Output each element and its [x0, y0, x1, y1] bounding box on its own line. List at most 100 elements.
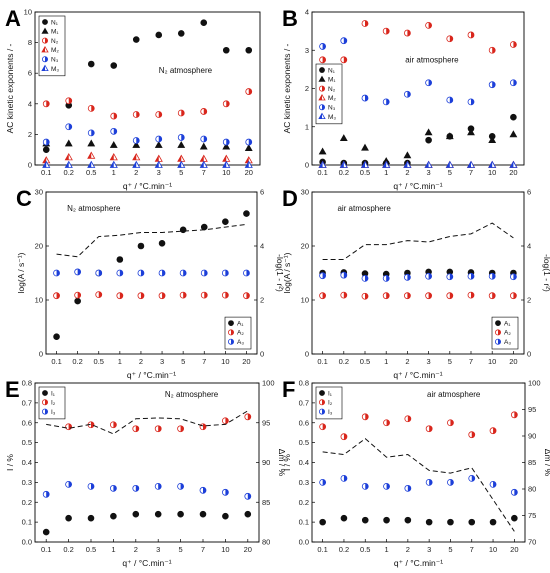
data-point-half [322, 292, 326, 299]
y-right-tick-label: 0 [527, 350, 531, 359]
data-point-half [245, 156, 249, 163]
atmosphere-annotation: N₂ atmosphere [67, 204, 121, 213]
data-point-half [248, 139, 252, 146]
data-point [109, 160, 118, 168]
data-point-half [42, 161, 47, 168]
data-point-half [56, 270, 60, 276]
data-point [340, 271, 348, 279]
data-point-half [429, 425, 433, 432]
data-point [445, 132, 454, 140]
data-point [339, 160, 348, 168]
data-point [510, 41, 517, 48]
x-tick-label: 2 [405, 357, 409, 366]
data-point-half [225, 270, 229, 276]
data-point [87, 104, 95, 112]
x-tick-label: 0.1 [41, 168, 51, 177]
data-point-half [68, 123, 72, 130]
data-point [467, 272, 475, 280]
data-point [424, 160, 433, 168]
y-axis-title: I / % [282, 454, 292, 471]
y-tick-label: 1 [305, 122, 309, 131]
data-point [132, 425, 140, 433]
data-point [222, 218, 229, 225]
data-point [42, 528, 50, 536]
data-point [466, 160, 476, 168]
x-tick-label: 3 [427, 545, 431, 554]
data-point-half [492, 81, 496, 88]
legend-marker-half [45, 399, 48, 405]
series-4 [318, 160, 518, 168]
panel-B: B 0.1 0.2 0.5 1 2 3 5 7 10 20 0 1 2 3 4 q⁺ / °C.min⁻¹ AC … [282, 6, 525, 191]
y-right-axis-title: -log(1 - r²) [542, 254, 550, 292]
data-point [244, 413, 252, 421]
x-tick-label: 10 [488, 357, 496, 366]
data-point [155, 135, 163, 143]
x-tick-label: 10 [222, 168, 230, 177]
data-point [243, 292, 250, 300]
data-point [154, 160, 163, 168]
data-point [245, 88, 253, 95]
data-point [403, 29, 411, 37]
data-point [222, 512, 229, 520]
data-point-half [428, 79, 432, 86]
data-point-half [407, 274, 411, 281]
data-point-half [343, 272, 347, 279]
legend-label: A₃ [504, 339, 511, 346]
data-point [424, 128, 433, 136]
data-point-half [91, 421, 94, 428]
data-point [199, 160, 208, 168]
legend-label: A₁ [504, 320, 511, 327]
data-point-half [91, 105, 95, 112]
data-point [177, 160, 186, 168]
series-6 [318, 160, 518, 168]
legend-marker-half [42, 65, 45, 71]
data-point-half [365, 293, 368, 300]
data-point-half [407, 30, 411, 37]
data-point [319, 43, 327, 50]
data-point-half [65, 153, 69, 160]
x-tick-label: 0.5 [94, 357, 104, 366]
x-tick-label: 1 [112, 168, 116, 177]
data-point-half [322, 479, 326, 486]
y-tick-label: 0.8 [299, 379, 309, 388]
series-4 [42, 151, 253, 164]
data-point [137, 242, 145, 250]
series-3 [319, 271, 517, 282]
data-point [64, 153, 73, 161]
data-point [446, 273, 454, 281]
data-point-half [514, 411, 518, 418]
data-point [154, 482, 162, 490]
data-point [425, 518, 433, 526]
y-tick-label: 0.0 [22, 538, 32, 547]
data-point [154, 510, 162, 518]
series-2 [318, 128, 518, 164]
legend-marker [318, 408, 325, 415]
data-point-half [158, 135, 162, 142]
data-point [177, 510, 184, 518]
atmosphere-annotation: N₂ atmosphere [165, 390, 219, 399]
x-tick-label: 1 [384, 545, 388, 554]
data-point-half [365, 95, 368, 102]
plot-frame [311, 191, 525, 355]
x-tick-label: 20 [510, 545, 518, 554]
legend-marker [42, 37, 49, 44]
data-point [87, 160, 96, 168]
legend-label: A₂ [237, 330, 244, 337]
data-point [154, 154, 163, 162]
data-point [382, 160, 391, 168]
data-point-half [492, 292, 496, 299]
data-point-half [322, 56, 326, 63]
data-point-half [181, 109, 185, 116]
x-tick-label: 0.1 [317, 357, 327, 366]
series-1 [319, 113, 517, 167]
legend-marker [228, 320, 234, 326]
x-tick-label: 1 [118, 357, 122, 366]
x-tick-label: 3 [427, 357, 431, 366]
data-point-half [203, 487, 207, 494]
data-point [64, 160, 73, 168]
data-point-half [449, 96, 453, 103]
data-point [74, 297, 81, 305]
data-point-half [514, 489, 518, 496]
data-point-half [46, 139, 50, 146]
data-point [42, 100, 50, 108]
